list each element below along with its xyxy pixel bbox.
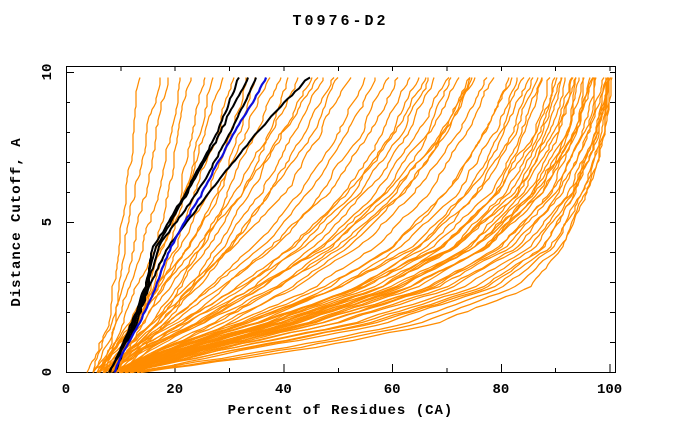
model-curve bbox=[98, 77, 429, 374]
series-black_highlight bbox=[108, 76, 311, 374]
model-curve bbox=[118, 77, 596, 374]
x-tick-label: 60 bbox=[384, 382, 401, 398]
model-curve bbox=[102, 77, 324, 373]
model-curve bbox=[107, 77, 476, 373]
model-curve bbox=[113, 77, 268, 373]
model-curve bbox=[103, 77, 471, 373]
model-curve bbox=[113, 77, 495, 374]
x-tick-label: 40 bbox=[275, 382, 292, 398]
model-curve bbox=[108, 77, 539, 374]
model-curve bbox=[97, 77, 352, 373]
model-curve bbox=[113, 77, 531, 374]
model-curve bbox=[102, 77, 427, 374]
model-curve bbox=[113, 77, 584, 374]
model-curve bbox=[86, 77, 161, 373]
model-curve bbox=[114, 77, 471, 374]
model-curve bbox=[109, 76, 240, 373]
model-curve bbox=[92, 77, 181, 373]
model-curve bbox=[103, 77, 376, 373]
x-tick-label: 20 bbox=[166, 382, 183, 398]
model-curve bbox=[109, 77, 573, 374]
model-curve bbox=[125, 77, 597, 374]
y-tick-label: 5 bbox=[40, 218, 56, 226]
y-axis-label: Distance Cutoff, A bbox=[9, 137, 25, 307]
x-tick-label: 80 bbox=[492, 382, 509, 398]
tick-labels: 0 20 40 60 80 100 0 5 10 bbox=[40, 64, 622, 398]
model-curve bbox=[108, 77, 558, 374]
y-tick-label: 10 bbox=[40, 64, 56, 81]
series-orange_models bbox=[86, 77, 613, 374]
model-curve bbox=[108, 77, 450, 373]
chart-title: T0976-D2 bbox=[292, 13, 389, 30]
model-curve bbox=[136, 77, 607, 374]
model-curve bbox=[108, 77, 585, 374]
model-curve bbox=[125, 77, 473, 374]
series-blue_reference bbox=[113, 77, 268, 373]
x-tick-label: 0 bbox=[62, 382, 70, 398]
axes-box bbox=[66, 66, 616, 373]
model-curve bbox=[104, 77, 452, 374]
model-curve bbox=[120, 77, 577, 374]
model-curve bbox=[114, 77, 339, 373]
model-curve bbox=[109, 77, 411, 373]
y-tick-label: 0 bbox=[40, 368, 56, 376]
x-tick-label: 100 bbox=[597, 382, 622, 398]
model-curve bbox=[124, 77, 609, 374]
model-curve bbox=[120, 77, 488, 374]
model-curve bbox=[113, 76, 311, 374]
model-curve bbox=[108, 77, 257, 373]
model-curve bbox=[124, 77, 609, 374]
model-curve bbox=[92, 77, 141, 373]
model-curve bbox=[109, 77, 513, 374]
x-axis-label: Percent of Residues (CA) bbox=[227, 403, 454, 419]
model-curve bbox=[115, 77, 289, 373]
model-curve bbox=[96, 77, 399, 374]
model-curve bbox=[109, 77, 249, 373]
model-curve bbox=[103, 77, 192, 373]
model-curve bbox=[120, 77, 335, 373]
model-curve bbox=[120, 77, 612, 374]
model-curve bbox=[140, 77, 609, 374]
model-curve bbox=[126, 77, 580, 374]
model-curve bbox=[114, 77, 594, 374]
model-curve bbox=[120, 77, 605, 374]
model-curve bbox=[114, 77, 563, 374]
model-curve bbox=[109, 77, 366, 373]
